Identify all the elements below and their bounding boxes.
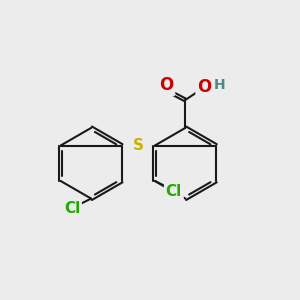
Text: H: H xyxy=(213,78,225,92)
Text: Cl: Cl xyxy=(166,184,182,199)
Text: Cl: Cl xyxy=(64,201,80,216)
Text: O: O xyxy=(159,76,173,94)
Text: S: S xyxy=(133,138,144,153)
Text: O: O xyxy=(197,78,212,96)
